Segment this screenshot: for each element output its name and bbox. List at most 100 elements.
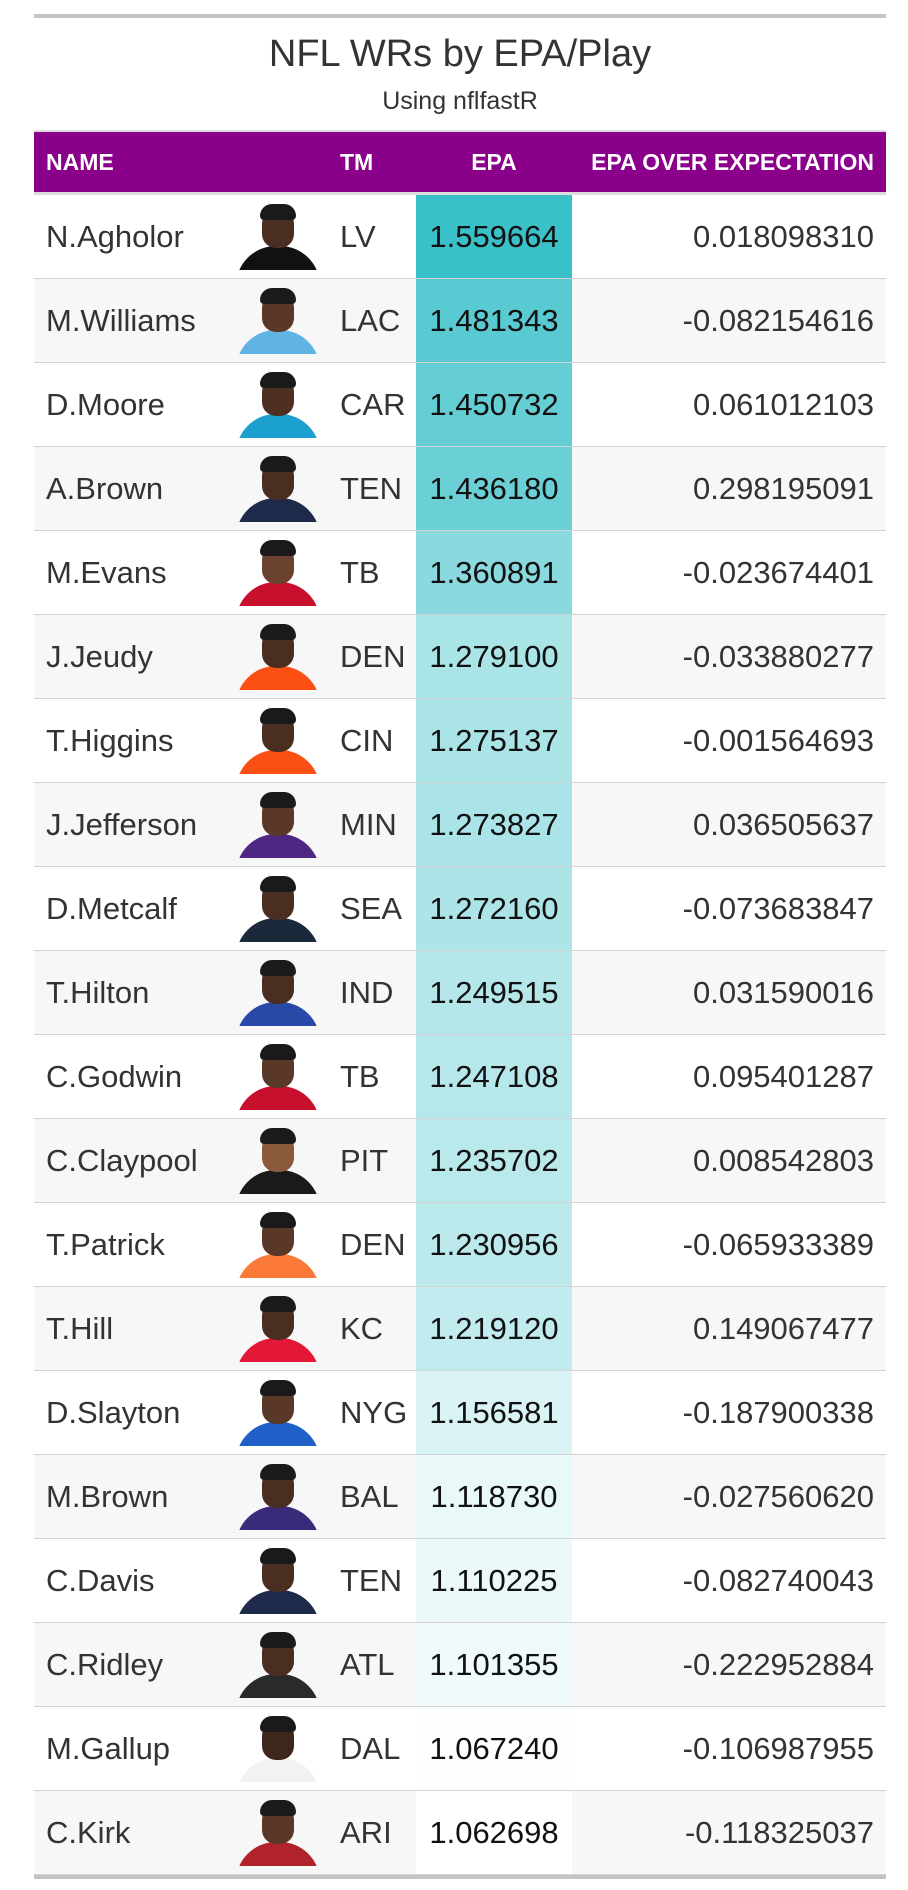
table-row: T.Hilton IND 1.249515 0.031590016 xyxy=(34,951,886,1035)
header-team[interactable]: TM xyxy=(340,148,374,175)
player-epa: 1.559664 xyxy=(416,195,572,278)
player-team: TB xyxy=(340,554,380,590)
player-epa-over-expectation: -0.187900338 xyxy=(682,1394,874,1430)
player-epa-over-expectation: -0.082154616 xyxy=(682,302,874,338)
jersey xyxy=(236,1337,320,1362)
player-headshot xyxy=(232,287,324,354)
player-headshot xyxy=(232,455,324,522)
table-header: NAME TM EPA EPA OVER EXPECTATION xyxy=(34,132,886,192)
jersey xyxy=(236,497,320,522)
player-epa: 1.273827 xyxy=(416,783,572,866)
table-row: T.Patrick DEN 1.230956 -0.065933389 xyxy=(34,1203,886,1287)
player-name: D.Metcalf xyxy=(46,890,177,926)
player-epa-over-expectation: 0.149067477 xyxy=(692,1310,874,1346)
player-epa: 1.436180 xyxy=(416,447,572,530)
player-headshot-cell xyxy=(224,1035,332,1118)
player-epa-over-expectation: 0.008542803 xyxy=(692,1142,874,1178)
hair xyxy=(260,959,296,976)
jersey xyxy=(236,665,320,690)
player-team: TEN xyxy=(340,470,402,506)
header-epa[interactable]: EPA xyxy=(471,148,517,175)
jersey xyxy=(236,1841,320,1866)
jersey xyxy=(236,581,320,606)
table-row: C.Kirk ARI 1.062698 -0.118325037 xyxy=(34,1791,886,1875)
player-name: T.Hill xyxy=(46,1310,114,1346)
player-headshot-cell xyxy=(224,363,332,446)
hair xyxy=(260,455,296,472)
table-row: T.Hill KC 1.219120 0.149067477 xyxy=(34,1287,886,1371)
hair xyxy=(260,1631,296,1648)
hair xyxy=(260,371,296,388)
player-headshot-cell xyxy=(224,951,332,1034)
player-epa: 1.450732 xyxy=(416,363,572,446)
table-subtitle: Using nflfastR xyxy=(382,87,538,115)
top-rule xyxy=(34,14,886,18)
player-epa: 1.272160 xyxy=(416,867,572,950)
player-headshot-cell xyxy=(224,783,332,866)
player-headshot-cell xyxy=(224,699,332,782)
jersey xyxy=(236,1757,320,1782)
player-name: J.Jeudy xyxy=(46,638,153,674)
player-team: DEN xyxy=(340,638,406,674)
player-headshot-cell xyxy=(224,1287,332,1370)
player-epa: 1.230956 xyxy=(416,1203,572,1286)
player-headshot xyxy=(232,539,324,606)
table-row: T.Higgins CIN 1.275137 -0.001564693 xyxy=(34,699,886,783)
table-row: N.Agholor LV 1.559664 0.018098310 xyxy=(34,195,886,279)
player-headshot-cell xyxy=(224,1623,332,1706)
player-epa-over-expectation: 0.018098310 xyxy=(692,218,874,254)
table-row: C.Godwin TB 1.247108 0.095401287 xyxy=(34,1035,886,1119)
player-epa-over-expectation: -0.001564693 xyxy=(682,722,874,758)
player-name: D.Slayton xyxy=(46,1394,181,1430)
jersey xyxy=(236,749,320,774)
player-headshot-cell xyxy=(224,1455,332,1538)
player-headshot xyxy=(232,623,324,690)
player-headshot xyxy=(232,1295,324,1362)
player-headshot-cell xyxy=(224,615,332,698)
player-headshot xyxy=(232,1799,324,1866)
hair xyxy=(260,1211,296,1228)
player-name: C.Claypool xyxy=(46,1142,198,1178)
jersey xyxy=(236,1505,320,1530)
player-name: J.Jefferson xyxy=(46,806,198,842)
table-row: M.Brown BAL 1.118730 -0.027560620 xyxy=(34,1455,886,1539)
table-widget: NFL WRs by EPA/Play Using nflfastR NAME … xyxy=(34,14,886,1879)
jersey xyxy=(236,1169,320,1194)
jersey xyxy=(236,413,320,438)
player-headshot xyxy=(232,1631,324,1698)
player-epa-over-expectation: 0.298195091 xyxy=(692,470,874,506)
player-epa-over-expectation: -0.222952884 xyxy=(682,1646,874,1682)
header-name[interactable]: NAME xyxy=(46,148,114,175)
player-team: SEA xyxy=(340,890,403,926)
hair xyxy=(260,875,296,892)
hair xyxy=(260,707,296,724)
player-epa-over-expectation: -0.073683847 xyxy=(682,890,874,926)
title-divider xyxy=(34,130,886,132)
player-epa-over-expectation: -0.082740043 xyxy=(682,1562,874,1598)
player-headshot-cell xyxy=(224,1203,332,1286)
table-row: D.Metcalf SEA 1.272160 -0.073683847 xyxy=(34,867,886,951)
jersey xyxy=(236,1253,320,1278)
hair xyxy=(260,1547,296,1564)
player-epa: 1.219120 xyxy=(416,1287,572,1370)
player-team: LV xyxy=(340,218,376,254)
player-headshot xyxy=(232,791,324,858)
jersey xyxy=(236,917,320,942)
header-epa-over-expectation[interactable]: EPA OVER EXPECTATION xyxy=(591,148,874,175)
jersey xyxy=(236,245,320,270)
player-headshot-cell xyxy=(224,531,332,614)
table-row: A.Brown TEN 1.436180 0.298195091 xyxy=(34,447,886,531)
player-team: CAR xyxy=(340,386,406,422)
table-row: D.Moore CAR 1.450732 0.061012103 xyxy=(34,363,886,447)
player-epa: 1.156581 xyxy=(416,1371,572,1454)
player-team: TEN xyxy=(340,1562,402,1598)
hair xyxy=(260,1463,296,1480)
jersey xyxy=(236,1085,320,1110)
table-row: M.Williams LAC 1.481343 -0.082154616 xyxy=(34,279,886,363)
table-row: J.Jefferson MIN 1.273827 0.036505637 xyxy=(34,783,886,867)
jersey xyxy=(236,1589,320,1614)
player-epa: 1.118730 xyxy=(416,1455,572,1538)
bottom-rule xyxy=(34,1875,886,1879)
player-epa-over-expectation: 0.095401287 xyxy=(692,1058,874,1094)
hair xyxy=(260,1043,296,1060)
